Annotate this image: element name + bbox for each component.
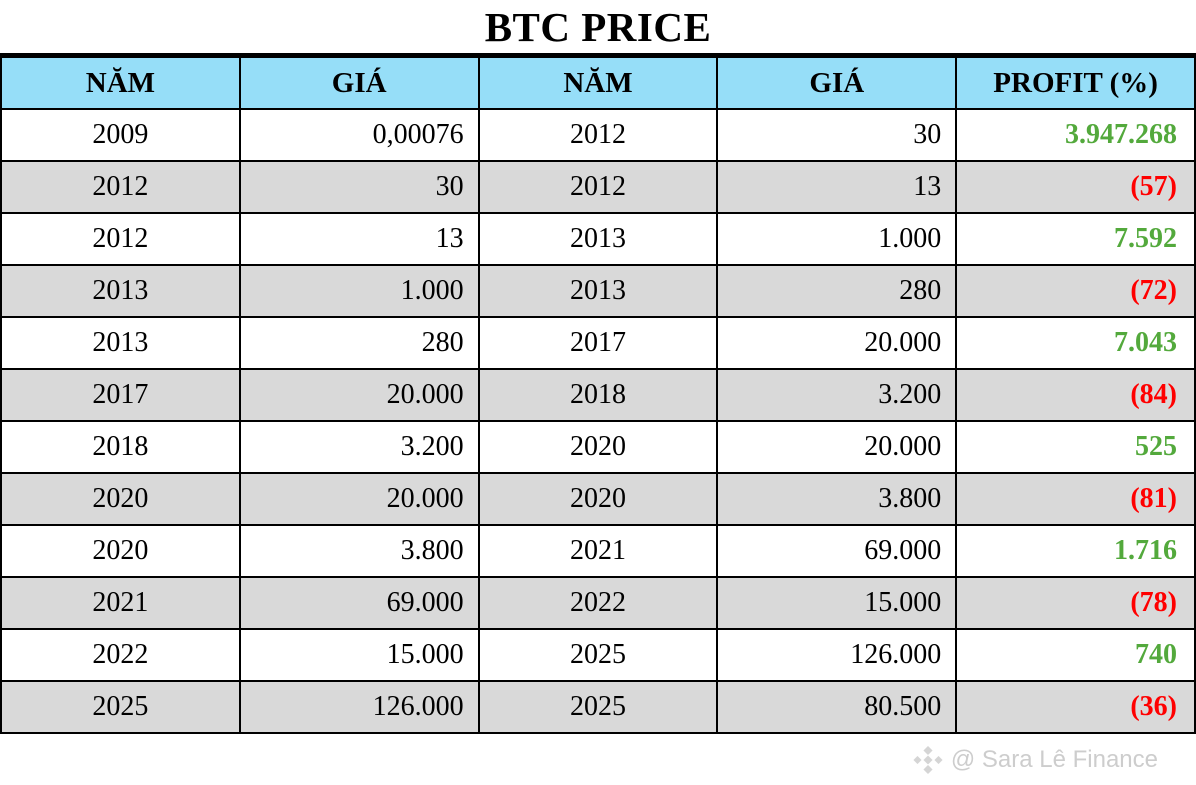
buy-price-cell: 69.000 <box>238 576 480 630</box>
sell-year-cell: 2020 <box>477 472 719 526</box>
sell-price-cell: 3.200 <box>716 368 958 422</box>
buy-year-cell: 2021 <box>0 576 241 630</box>
sell-price-cell: 126.000 <box>716 628 958 682</box>
watermark: @ Sara Lê Finance <box>912 745 1158 775</box>
sell-price-cell: 1.000 <box>716 212 958 266</box>
buy-year-cell: 2020 <box>0 524 241 578</box>
table-header-row: NĂM GIÁ NĂM GIÁ PROFIT (%) <box>0 56 1196 110</box>
table-row: 2012 30 2012 13 (57) <box>0 160 1196 214</box>
sell-year-cell: 2017 <box>477 316 719 370</box>
buy-price-cell: 3.200 <box>238 420 480 474</box>
buy-price-cell: 0,00076 <box>238 108 480 162</box>
table-row: 2013 1.000 2013 280 (72) <box>0 264 1196 318</box>
profit-cell: 1.716 <box>955 524 1196 578</box>
sell-year-cell: 2018 <box>477 368 719 422</box>
profit-cell: 3.947.268 <box>955 108 1196 162</box>
table-row: 2022 15.000 2025 126.000 740 <box>0 628 1196 682</box>
buy-price-cell: 20.000 <box>238 368 480 422</box>
sell-price-cell: 80.500 <box>716 680 958 734</box>
sell-price-cell: 13 <box>716 160 958 214</box>
profit-cell: 7.592 <box>955 212 1196 266</box>
header-price-2: GIÁ <box>716 56 958 110</box>
header-year-1: NĂM <box>0 56 241 110</box>
sell-year-cell: 2013 <box>477 212 719 266</box>
header-year-2: NĂM <box>477 56 719 110</box>
table-row: 2020 20.000 2020 3.800 (81) <box>0 472 1196 526</box>
buy-price-cell: 3.800 <box>238 524 480 578</box>
table-row: 2013 280 2017 20.000 7.043 <box>0 316 1196 370</box>
binance-diamond-icon <box>912 745 943 775</box>
sell-price-cell: 15.000 <box>716 576 958 630</box>
profit-cell: (57) <box>955 160 1196 214</box>
header-profit: PROFIT (%) <box>955 56 1196 110</box>
table-row: 2021 69.000 2022 15.000 (78) <box>0 576 1196 630</box>
sell-year-cell: 2025 <box>477 628 719 682</box>
table-row: 2018 3.200 2020 20.000 525 <box>0 420 1196 474</box>
sell-year-cell: 2022 <box>477 576 719 630</box>
sell-price-cell: 69.000 <box>716 524 958 578</box>
page-title: BTC PRICE <box>484 4 712 50</box>
buy-year-cell: 2012 <box>0 160 241 214</box>
buy-price-cell: 126.000 <box>238 680 480 734</box>
buy-price-cell: 280 <box>238 316 480 370</box>
profit-cell: 7.043 <box>955 316 1196 370</box>
sell-year-cell: 2013 <box>477 264 719 318</box>
buy-price-cell: 30 <box>238 160 480 214</box>
sell-year-cell: 2025 <box>477 680 719 734</box>
sell-price-cell: 20.000 <box>716 420 958 474</box>
buy-price-cell: 15.000 <box>238 628 480 682</box>
profit-cell: (81) <box>955 472 1196 526</box>
buy-year-cell: 2025 <box>0 680 241 734</box>
profit-cell: (84) <box>955 368 1196 422</box>
table-row: 2009 0,00076 2012 30 3.947.268 <box>0 108 1196 162</box>
profit-cell: (36) <box>955 680 1196 734</box>
sell-year-cell: 2021 <box>477 524 719 578</box>
header-price-1: GIÁ <box>238 56 480 110</box>
buy-price-cell: 20.000 <box>238 472 480 526</box>
buy-year-cell: 2013 <box>0 316 241 370</box>
buy-year-cell: 2017 <box>0 368 241 422</box>
title-bar: BTC PRICE <box>0 0 1196 56</box>
sell-price-cell: 3.800 <box>716 472 958 526</box>
table-row: 2017 20.000 2018 3.200 (84) <box>0 368 1196 422</box>
btc-price-table: NĂM GIÁ NĂM GIÁ PROFIT (%) 2009 0,00076 20… <box>0 56 1196 734</box>
table-body: 2009 0,00076 2012 30 3.947.268 2012 30 2012 13 (5… <box>0 108 1196 734</box>
profit-cell: (78) <box>955 576 1196 630</box>
table-row: 2025 126.000 2025 80.500 (36) <box>0 680 1196 734</box>
buy-price-cell: 13 <box>238 212 480 266</box>
buy-year-cell: 2018 <box>0 420 241 474</box>
buy-year-cell: 2012 <box>0 212 241 266</box>
buy-year-cell: 2022 <box>0 628 241 682</box>
sell-year-cell: 2020 <box>477 420 719 474</box>
buy-year-cell: 2009 <box>0 108 241 162</box>
profit-cell: 525 <box>955 420 1196 474</box>
table-row: 2012 13 2013 1.000 7.592 <box>0 212 1196 266</box>
buy-year-cell: 2013 <box>0 264 241 318</box>
buy-year-cell: 2020 <box>0 472 241 526</box>
buy-price-cell: 1.000 <box>238 264 480 318</box>
watermark-text: @ Sara Lê Finance <box>950 746 1158 773</box>
profit-cell: (72) <box>955 264 1196 318</box>
table-row: 2020 3.800 2021 69.000 1.716 <box>0 524 1196 578</box>
profit-cell: 740 <box>955 628 1196 682</box>
sell-price-cell: 20.000 <box>716 316 958 370</box>
sell-year-cell: 2012 <box>477 108 719 162</box>
sell-price-cell: 280 <box>716 264 958 318</box>
sell-year-cell: 2012 <box>477 160 719 214</box>
sell-price-cell: 30 <box>716 108 958 162</box>
